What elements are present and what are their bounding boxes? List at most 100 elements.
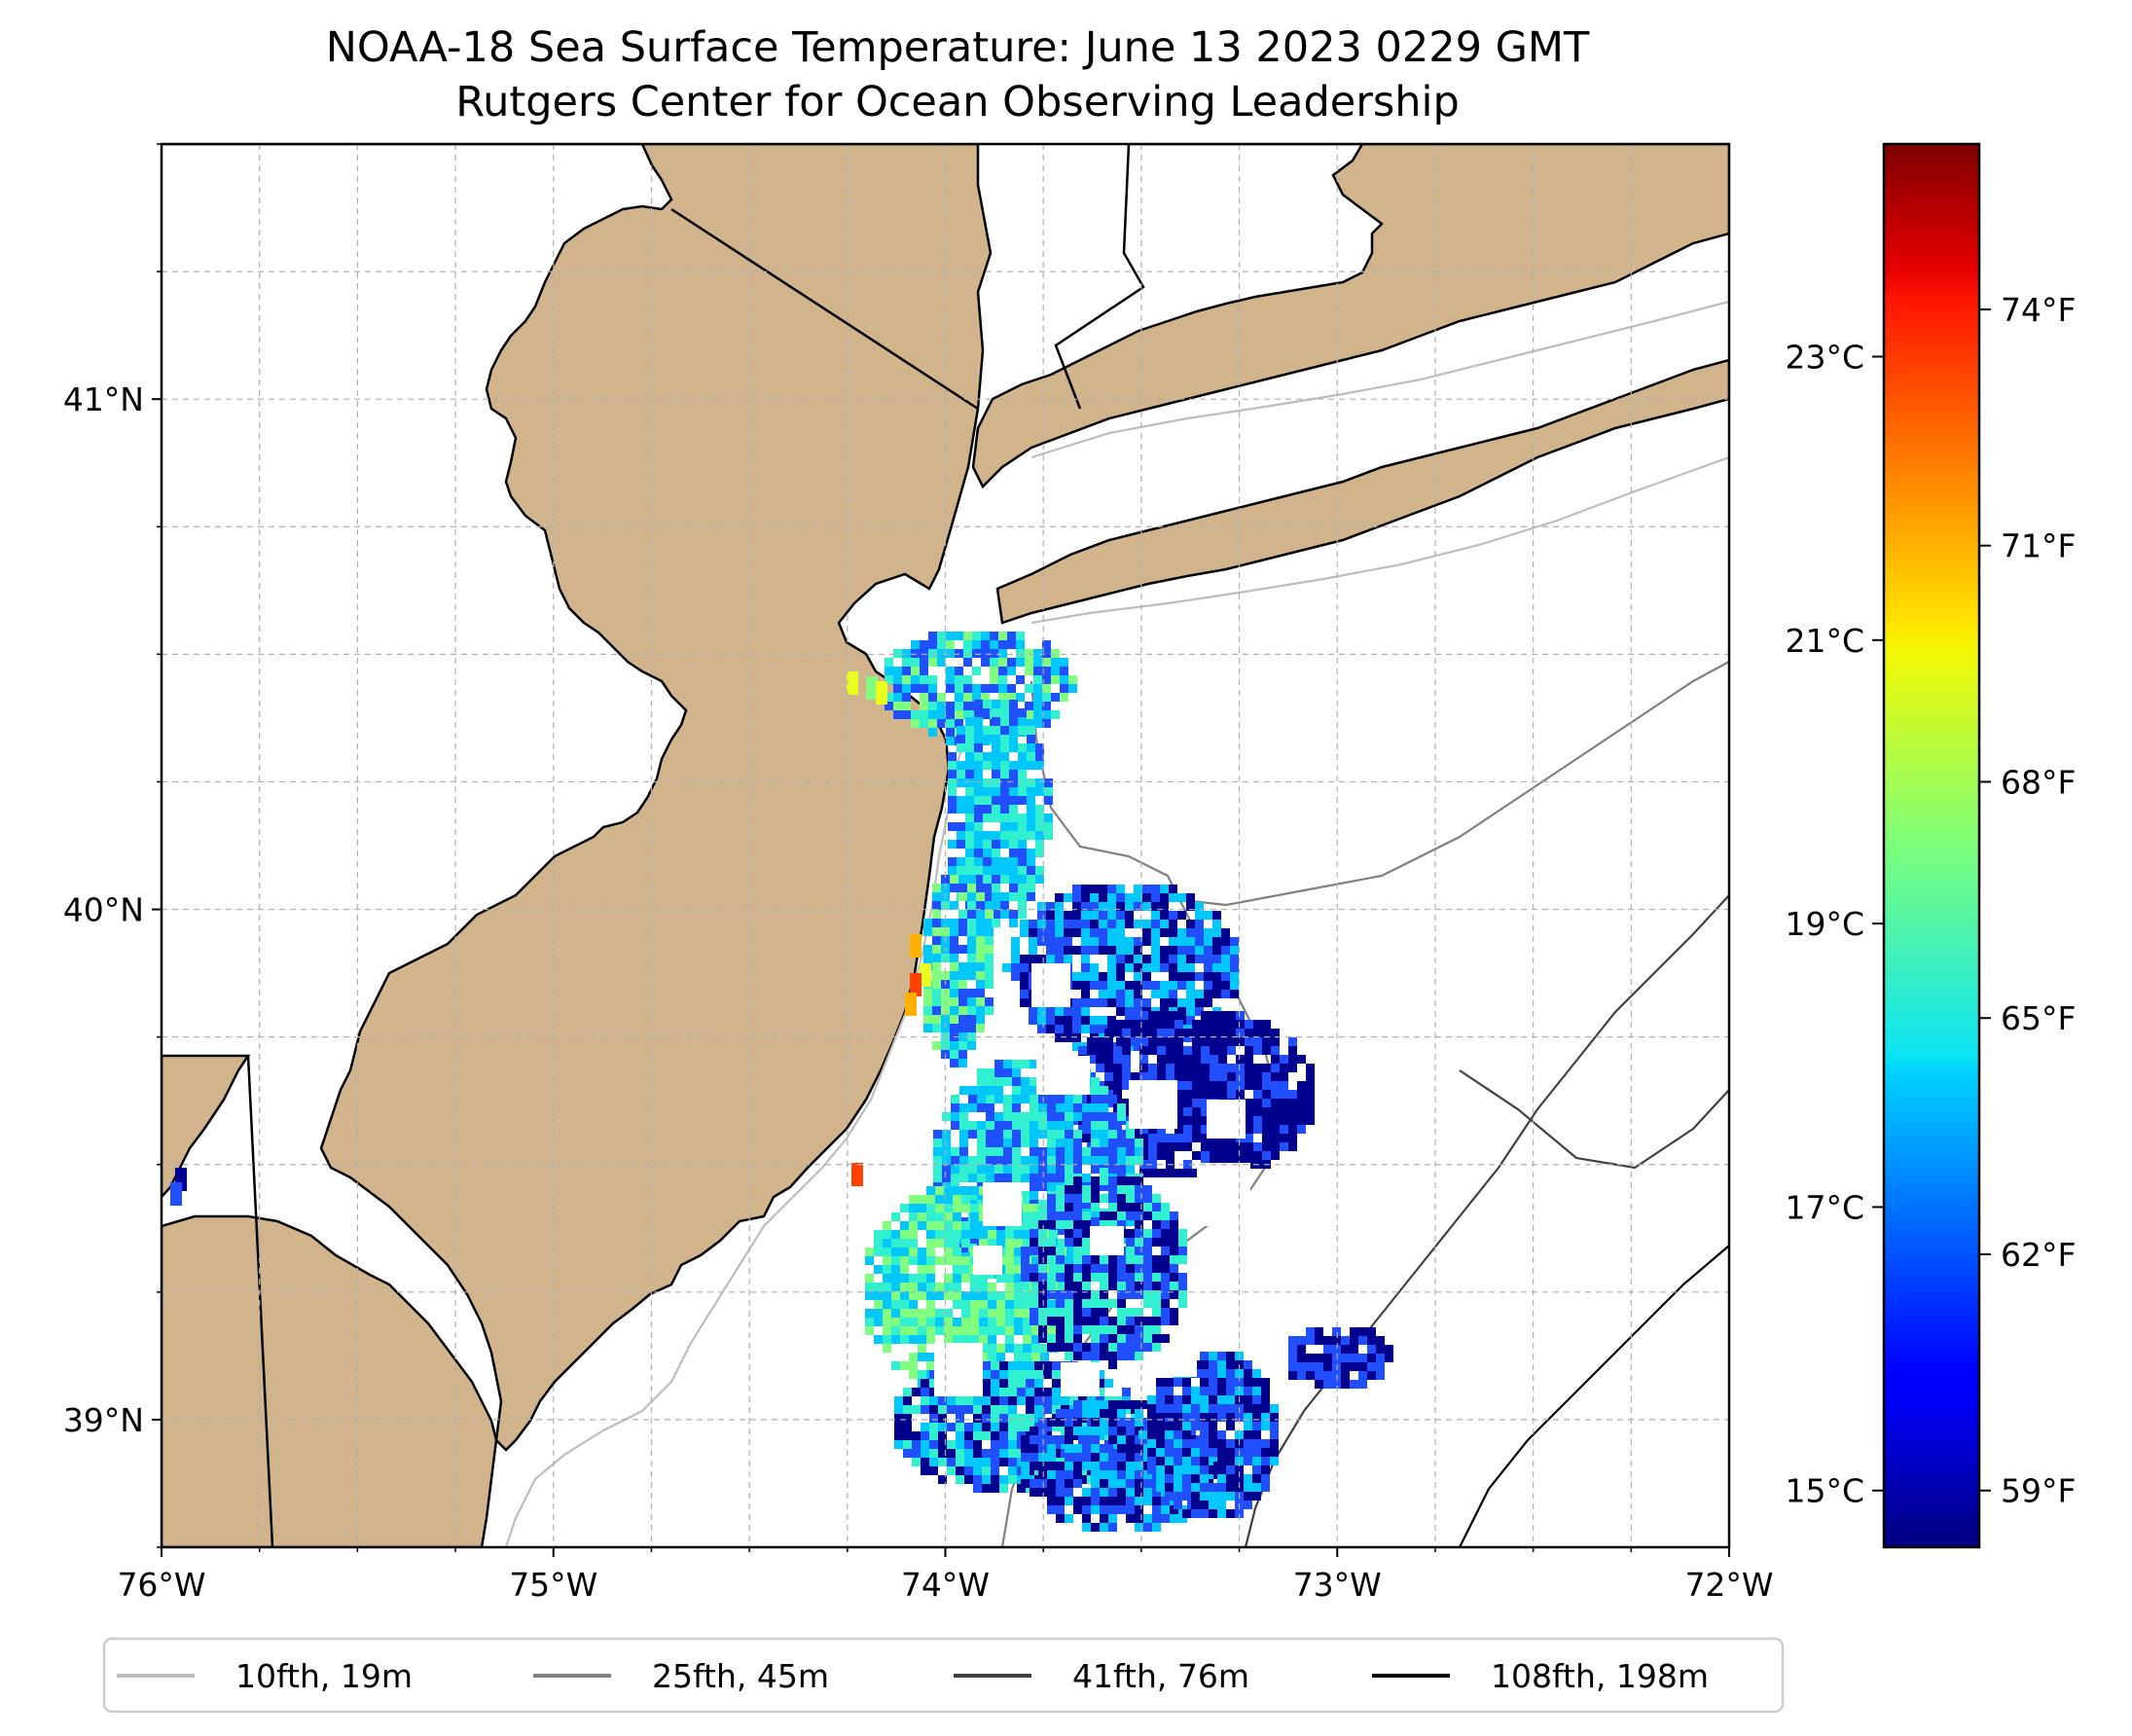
sst-pixel bbox=[1252, 1395, 1261, 1404]
sst-pixel bbox=[1157, 1169, 1166, 1177]
sst-pixel bbox=[1156, 1395, 1165, 1404]
sst-pixel bbox=[1064, 1016, 1072, 1025]
sst-pixel bbox=[992, 770, 1000, 778]
sst-pixel bbox=[1226, 1465, 1235, 1474]
sst-pixel bbox=[1100, 1290, 1108, 1299]
sst-pixel bbox=[965, 717, 974, 726]
sst-pixel bbox=[1227, 1011, 1236, 1020]
sst-pixel bbox=[1100, 1352, 1108, 1360]
sst-pixel bbox=[1021, 1444, 1030, 1453]
sst-pixel bbox=[1174, 1474, 1182, 1483]
sst-pixel bbox=[1174, 1413, 1182, 1422]
sst-pixel bbox=[1125, 963, 1134, 972]
sst-pixel bbox=[1027, 857, 1035, 866]
sst-pixel bbox=[1182, 1439, 1191, 1448]
sst-pixel bbox=[1297, 1116, 1306, 1125]
sst-pixel bbox=[1192, 1116, 1201, 1125]
sst-pixel bbox=[1135, 1176, 1143, 1185]
sst-pixel bbox=[1270, 1422, 1279, 1430]
sst-pixel bbox=[944, 1318, 953, 1326]
sst-pixel bbox=[1100, 1497, 1108, 1505]
sst-pixel bbox=[1099, 937, 1107, 946]
sst-pixel bbox=[1021, 1453, 1030, 1462]
sst-pixel bbox=[1170, 1273, 1178, 1282]
sst-pixel bbox=[1027, 892, 1035, 901]
sst-pixel bbox=[935, 1326, 944, 1335]
sst-pixel bbox=[1135, 1308, 1143, 1317]
sst-pixel bbox=[1143, 1203, 1152, 1212]
sst-pixel bbox=[1073, 1290, 1082, 1299]
sst-pixel bbox=[941, 919, 950, 927]
sst-pixel bbox=[1020, 955, 1029, 963]
sst-pixel bbox=[1170, 1290, 1178, 1299]
sst-pixel bbox=[1160, 902, 1169, 911]
sst-pixel bbox=[1139, 1142, 1148, 1151]
sst-pixel bbox=[1204, 998, 1212, 1007]
sst-pixel bbox=[1151, 937, 1160, 946]
sst-pixel bbox=[1038, 1317, 1047, 1325]
sst-pixel bbox=[1183, 1160, 1192, 1169]
sst-pixel bbox=[918, 1283, 926, 1291]
sst-pixel bbox=[847, 671, 858, 695]
sst-pixel bbox=[957, 735, 965, 743]
sst-pixel bbox=[1107, 972, 1116, 981]
sst-pixel bbox=[972, 693, 981, 702]
sst-pixel bbox=[1082, 1229, 1091, 1238]
sst-pixel bbox=[1174, 1020, 1183, 1029]
lat-tick-label: 39°N bbox=[63, 1401, 144, 1439]
sst-pixel bbox=[1174, 1501, 1182, 1509]
sst-pixel bbox=[1131, 1020, 1139, 1029]
sst-pixel bbox=[1165, 1430, 1174, 1439]
sst-pixel bbox=[918, 1353, 926, 1361]
sst-pixel bbox=[1099, 981, 1107, 990]
sst-pixel bbox=[1187, 1427, 1196, 1435]
sst-pixel bbox=[1143, 1488, 1152, 1497]
sst-pixel bbox=[992, 805, 1000, 814]
sst-pixel bbox=[1018, 884, 1027, 892]
sst-pixel bbox=[957, 778, 965, 787]
sst-pixel bbox=[991, 1449, 999, 1458]
sst-pixel bbox=[1200, 1474, 1209, 1483]
sst-pixel bbox=[1091, 1264, 1100, 1273]
sst-pixel bbox=[1152, 1229, 1161, 1238]
sst-pixel bbox=[1182, 1422, 1191, 1430]
sst-pixel bbox=[1341, 1380, 1350, 1389]
sst-pixel bbox=[998, 632, 1007, 640]
sst-pixel bbox=[982, 1370, 991, 1379]
sst-pixel bbox=[999, 1379, 1008, 1388]
sst-pixel bbox=[1104, 1379, 1113, 1388]
sst-pixel bbox=[1139, 1029, 1148, 1037]
sst-pixel bbox=[1003, 1103, 1012, 1112]
sst-pixel bbox=[1090, 998, 1099, 1007]
sst-pixel bbox=[1135, 1282, 1143, 1290]
sst-pixel bbox=[932, 927, 941, 936]
sst-pixel bbox=[1126, 1488, 1135, 1497]
sst-pixel bbox=[1096, 1046, 1104, 1055]
sst-pixel bbox=[1244, 1483, 1252, 1492]
sst-pixel bbox=[1227, 1151, 1236, 1160]
sst-pixel bbox=[976, 989, 985, 997]
sst-pixel bbox=[1210, 1072, 1218, 1081]
sst-pixel bbox=[1108, 1147, 1117, 1156]
sst-pixel bbox=[1297, 1090, 1306, 1099]
sst-pixel bbox=[1280, 1107, 1288, 1116]
sst-pixel bbox=[1148, 1020, 1157, 1029]
sst-pixel bbox=[1107, 911, 1116, 920]
sst-pixel bbox=[920, 640, 928, 649]
sst-pixel bbox=[1182, 1387, 1191, 1395]
sst-pixel bbox=[1261, 1474, 1270, 1483]
sst-pixel bbox=[1021, 1273, 1030, 1282]
sst-pixel bbox=[1261, 1448, 1270, 1457]
sst-pixel bbox=[912, 1388, 921, 1396]
sst-pixel bbox=[1166, 1134, 1174, 1142]
sst-pixel bbox=[982, 1388, 991, 1396]
sst-pixel bbox=[958, 884, 967, 892]
sst-pixel bbox=[998, 684, 1007, 693]
sst-pixel bbox=[1116, 893, 1125, 902]
sst-pixel bbox=[929, 1370, 938, 1379]
sst-pixel bbox=[1040, 1353, 1049, 1361]
sst-pixel bbox=[1027, 875, 1035, 884]
sst-pixel bbox=[992, 866, 1000, 875]
legend-item-label: 108fth, 198m bbox=[1491, 1657, 1709, 1695]
sst-pixel bbox=[1235, 1465, 1244, 1474]
